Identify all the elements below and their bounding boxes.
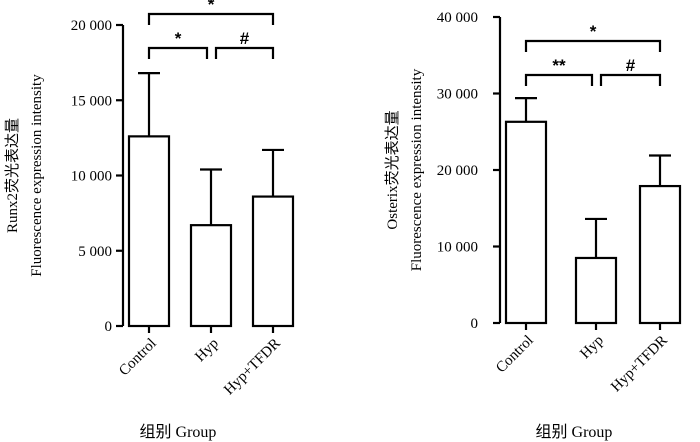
y-tick-label: 10 000 — [71, 169, 112, 185]
significance-bracket — [524, 39, 662, 52]
significance-bracket — [214, 46, 275, 59]
runx2-chart: 0 5 000 10 000 15 000 20 000 Control Hyp Hyp+TF… — [4, 0, 295, 441]
y-tick-label: 20 000 — [437, 163, 478, 179]
category-label: Hyp — [192, 336, 222, 366]
bar-control — [504, 120, 548, 325]
y-axis-label-cn: Runx2荧光表达量 — [4, 118, 21, 233]
significance-bracket — [524, 73, 594, 86]
y-tick-label: 0 — [105, 319, 113, 335]
significance-label: * — [590, 22, 597, 41]
x-axis-label: 组别 Group — [140, 423, 217, 441]
y-axis-label-cn: Osterix荧光表达量 — [384, 110, 401, 229]
significance-bracket — [599, 73, 662, 86]
category-label: Control — [116, 336, 160, 380]
x-axis-label: 组别 Group — [536, 423, 613, 441]
significance-label: # — [626, 56, 636, 75]
y-tick-label: 0 — [471, 316, 479, 332]
bar-hyp — [574, 256, 618, 325]
y-tick-label: 15 000 — [71, 93, 112, 109]
category-label: Hyp+TFDR — [608, 333, 671, 396]
significance-label: * — [208, 0, 215, 14]
y-tick-label: 20 000 — [71, 18, 112, 34]
y-tick-label: 10 000 — [437, 240, 478, 256]
y-tick-label: 30 000 — [437, 87, 478, 103]
bar-hyp-tfdr — [638, 184, 682, 325]
significance-label: * — [175, 29, 182, 48]
osterix-chart: 0 10 000 20 000 30 000 40 000 Control Hyp Hyp+T… — [384, 10, 682, 441]
y-tick-label: 5 000 — [78, 244, 112, 260]
significance-bracket — [147, 46, 209, 59]
category-label: Hyp — [577, 333, 607, 363]
category-label: Hyp+TFDR — [221, 336, 284, 399]
y-tick-label: 40 000 — [437, 10, 478, 26]
bar-hyp — [189, 224, 233, 328]
y-axis-label-en: Fluorescence expression intensity — [409, 68, 425, 271]
significance-label: # — [240, 29, 250, 48]
significance-bracket — [147, 12, 275, 25]
bar-hyp-tfdr — [251, 195, 295, 328]
y-axis-label-en: Fluorescence expression intensity — [29, 74, 45, 277]
category-label: Control — [493, 333, 537, 377]
significance-label: ** — [552, 56, 566, 75]
bar-control — [127, 135, 171, 328]
